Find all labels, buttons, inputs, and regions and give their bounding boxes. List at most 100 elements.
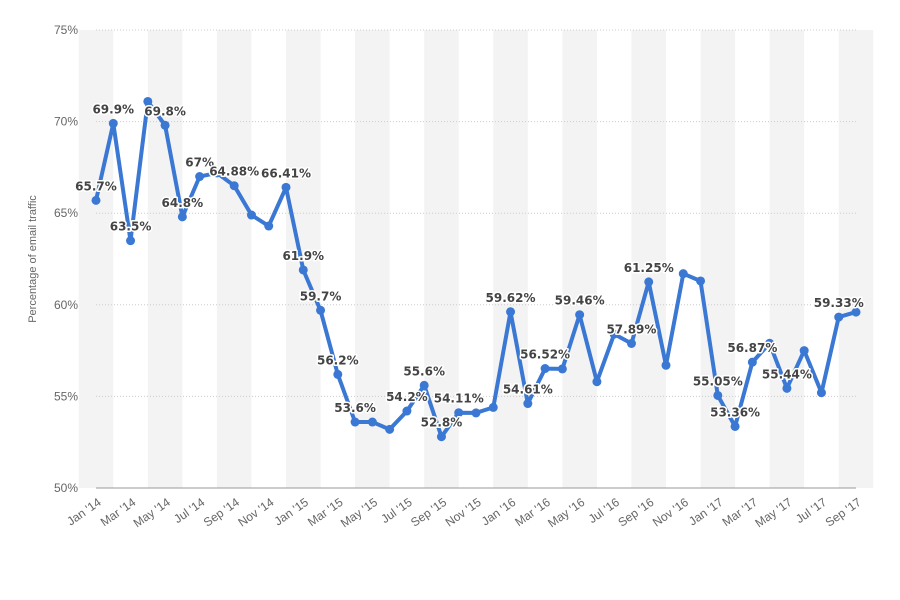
data-point — [160, 120, 170, 130]
data-label: 59.62% — [486, 291, 536, 305]
column-band — [769, 30, 805, 488]
data-point — [402, 406, 412, 416]
y-tick-label: 65% — [54, 206, 78, 220]
data-point — [108, 118, 118, 128]
data-label: 69.8% — [144, 104, 186, 118]
data-points — [91, 96, 861, 442]
data-label: 53.6% — [334, 401, 376, 415]
data-point — [851, 307, 861, 317]
data-labels: 65.7% 69.9% 63.5% 69.8% 64.8% 67%64.88% 66.41%… — [74, 101, 866, 431]
x-tick-label: Nov '16 — [650, 495, 691, 530]
column-bands — [78, 30, 874, 488]
data-label: 54.61% — [503, 383, 553, 397]
y-tick-label: 70% — [54, 115, 78, 129]
data-label: 52.8% — [421, 416, 463, 430]
column-band — [838, 30, 874, 488]
data-point — [91, 195, 101, 205]
data-label: 56.52% — [520, 348, 570, 362]
data-label: 61.9% — [282, 249, 324, 263]
x-tick-label: Sep '14 — [201, 495, 242, 530]
column-band — [286, 30, 321, 488]
data-point — [678, 269, 688, 279]
data-point — [834, 312, 844, 322]
x-tick-label: Jan '16 — [479, 495, 519, 529]
y-tick-label: 75% — [54, 23, 78, 37]
data-point — [609, 329, 619, 339]
data-point — [765, 338, 775, 348]
data-point — [523, 399, 533, 409]
x-tick-label: Sep '16 — [615, 495, 656, 530]
data-point — [454, 408, 464, 418]
data-point — [506, 307, 516, 317]
data-point — [575, 310, 585, 320]
column-band — [78, 30, 114, 488]
data-label: 57.89% — [606, 322, 656, 336]
data-label: 59.46% — [555, 294, 605, 308]
column-band — [700, 30, 736, 488]
data-point — [557, 364, 567, 374]
data-point — [644, 277, 654, 287]
data-point — [799, 346, 809, 356]
data-label: 63.5% — [110, 220, 152, 234]
data-point — [747, 357, 757, 367]
data-point — [592, 377, 602, 387]
data-label: 56.87% — [727, 341, 777, 355]
x-tick-label: May '15 — [338, 495, 380, 531]
x-tick-label: Mar '15 — [305, 495, 346, 529]
column-band — [216, 30, 252, 488]
data-label: 61.25% — [624, 261, 674, 275]
data-label: 64.88% — [209, 165, 259, 179]
data-point — [696, 276, 706, 286]
x-tick-label: Jan '14 — [64, 495, 104, 529]
data-point — [713, 390, 723, 400]
x-tick-label: May '17 — [752, 495, 794, 531]
data-point — [436, 432, 446, 442]
x-tick-label: Sep '17 — [823, 495, 864, 530]
data-point — [333, 369, 343, 379]
data-point — [281, 182, 291, 192]
data-label: 54.11% — [434, 392, 484, 406]
data-label: 55.6% — [403, 364, 445, 378]
x-tick-label: Nov '14 — [235, 495, 276, 530]
x-tick-label: Jan '15 — [272, 495, 312, 529]
data-point — [126, 236, 136, 246]
column-band — [562, 30, 597, 488]
data-label: 54.2% — [386, 390, 428, 404]
data-point — [471, 408, 481, 418]
data-label: 69.9% — [92, 102, 134, 116]
gridlines — [96, 29, 856, 489]
x-tick-label: Sep '15 — [408, 495, 449, 530]
data-point — [367, 417, 377, 427]
data-point — [246, 210, 256, 220]
y-axis-ticks: 50% 55% 60% 65% 70% 75% — [54, 23, 78, 495]
data-label: 56.2% — [317, 353, 359, 367]
data-label: 55.44% — [762, 367, 812, 381]
data-label: 53.36% — [710, 405, 760, 419]
data-point — [195, 172, 205, 182]
data-point — [143, 96, 153, 106]
data-label: 64.8% — [162, 196, 204, 210]
data-point — [540, 364, 550, 374]
y-tick-label: 50% — [54, 481, 78, 495]
data-point — [212, 168, 222, 178]
data-point — [350, 417, 360, 427]
data-label: 59.7% — [300, 289, 342, 303]
data-point — [488, 402, 498, 412]
data-label: 55.05% — [693, 374, 743, 388]
data-point — [316, 305, 326, 315]
x-tick-label: Nov '15 — [443, 495, 484, 530]
x-tick-label: Mar '17 — [720, 495, 761, 529]
data-point — [661, 360, 671, 370]
y-tick-label: 55% — [54, 389, 78, 403]
data-point — [298, 265, 308, 275]
data-point — [177, 212, 187, 222]
data-point — [419, 380, 429, 390]
data-point — [730, 421, 740, 431]
data-point — [782, 383, 792, 393]
x-tick-label: Mar '16 — [512, 495, 553, 529]
data-point — [385, 424, 395, 434]
column-band — [355, 30, 390, 488]
